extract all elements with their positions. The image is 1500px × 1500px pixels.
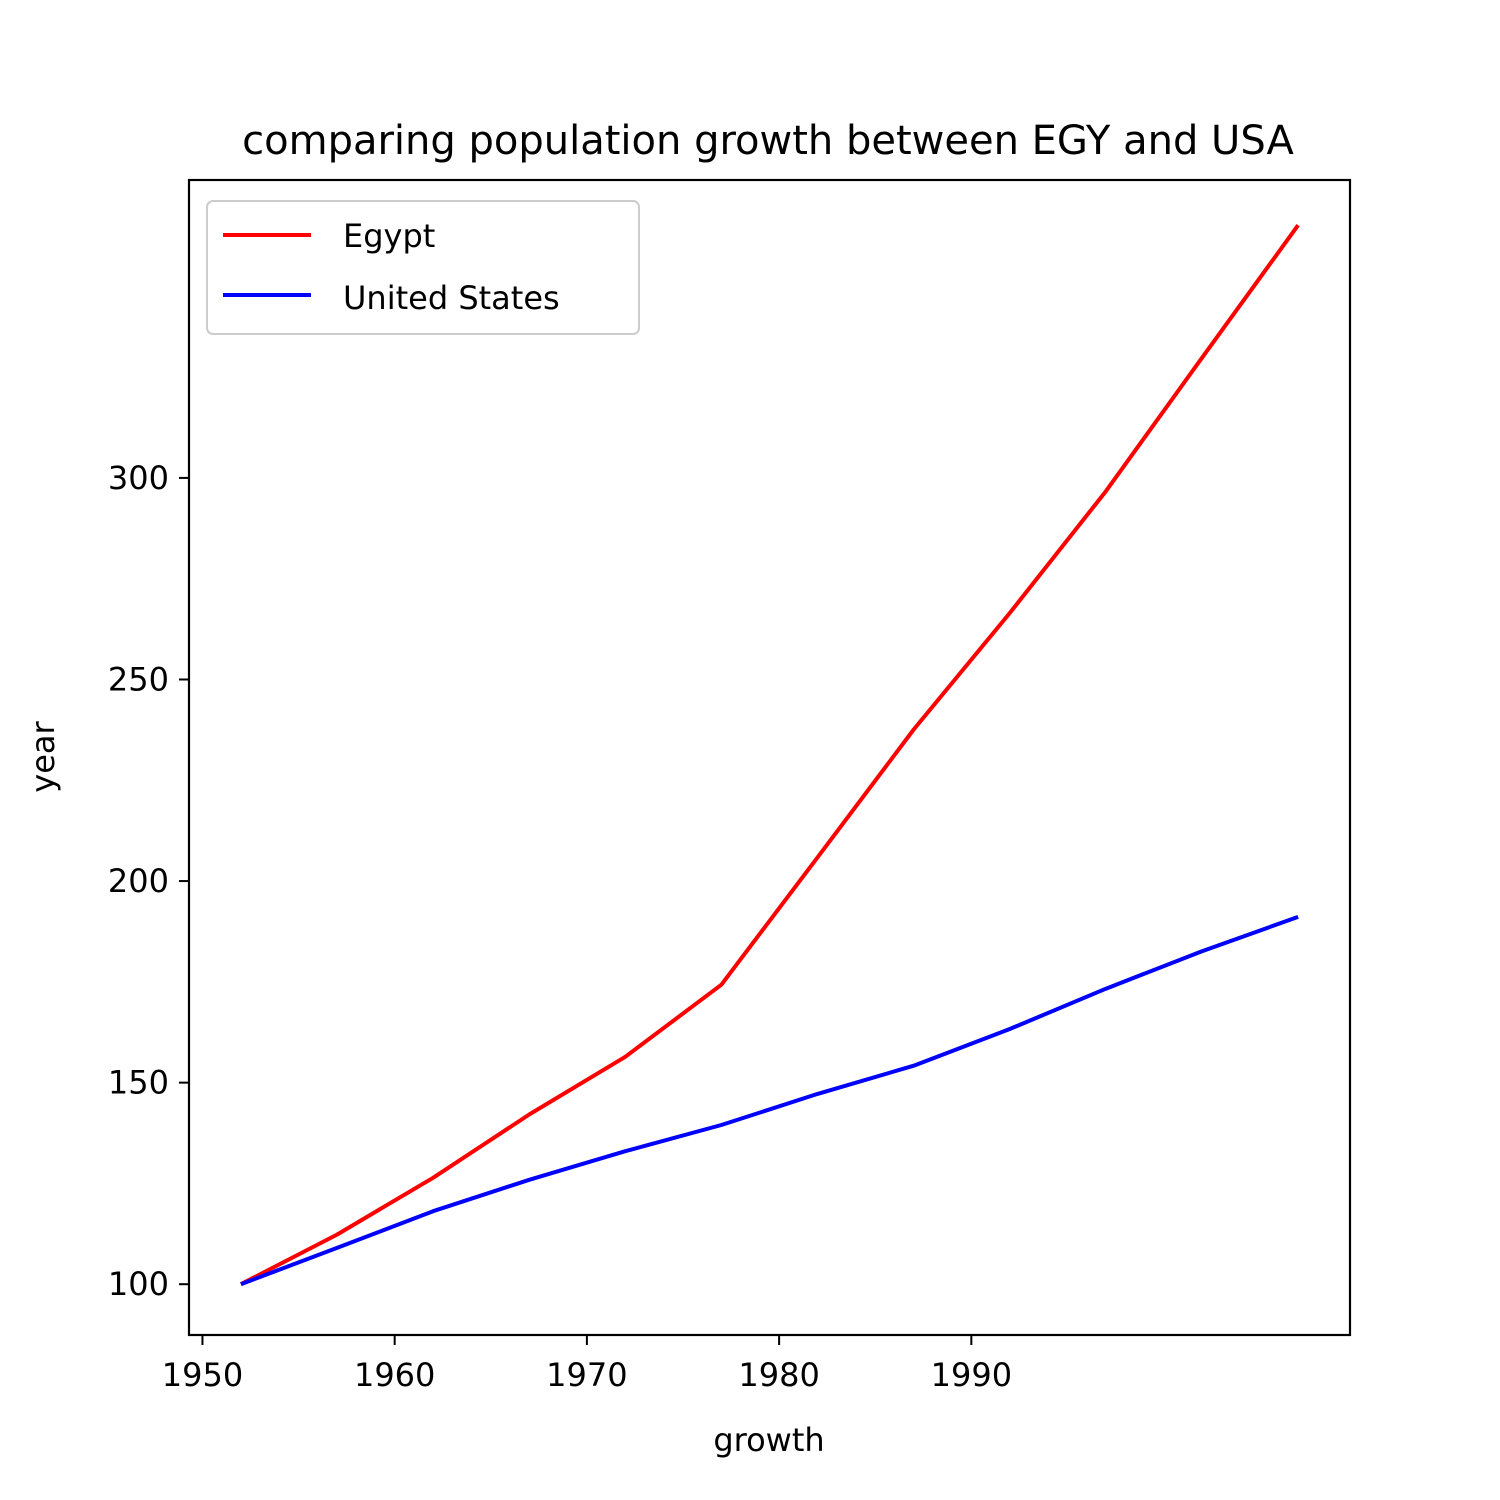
- legend-label-egypt: Egypt: [343, 217, 435, 255]
- series-line-united-states: [240, 915, 1299, 1287]
- legend-label-united-states: United States: [343, 279, 560, 317]
- y-tick-label: 250: [108, 660, 169, 698]
- series-line-egypt: [239, 224, 1300, 1286]
- y-tick-label: 300: [108, 459, 169, 497]
- y-axis-ticks: 100 150 200 250 300: [108, 459, 189, 1303]
- x-tick-label: 1980: [738, 1356, 819, 1394]
- x-axis-ticks: 1950 1960 1970 1980 1990: [162, 1335, 1012, 1394]
- legend: Egypt United States: [206, 200, 640, 335]
- chart-title: comparing population growth between EGY …: [242, 118, 1294, 164]
- plot-frame: [187, 178, 1352, 1337]
- x-tick-label: 1970: [546, 1356, 627, 1394]
- y-tick-label: 150: [108, 1064, 169, 1102]
- series-lines: [239, 224, 1300, 1287]
- y-axis-label: year: [24, 720, 62, 792]
- legend-box: [206, 200, 640, 335]
- y-tick-label: 100: [108, 1265, 169, 1303]
- x-tick-label: 1990: [931, 1356, 1012, 1394]
- x-tick-label: 1950: [162, 1356, 243, 1394]
- y-tick-label: 200: [108, 862, 169, 900]
- x-axis-label: growth: [713, 1421, 824, 1459]
- x-tick-label: 1960: [354, 1356, 435, 1394]
